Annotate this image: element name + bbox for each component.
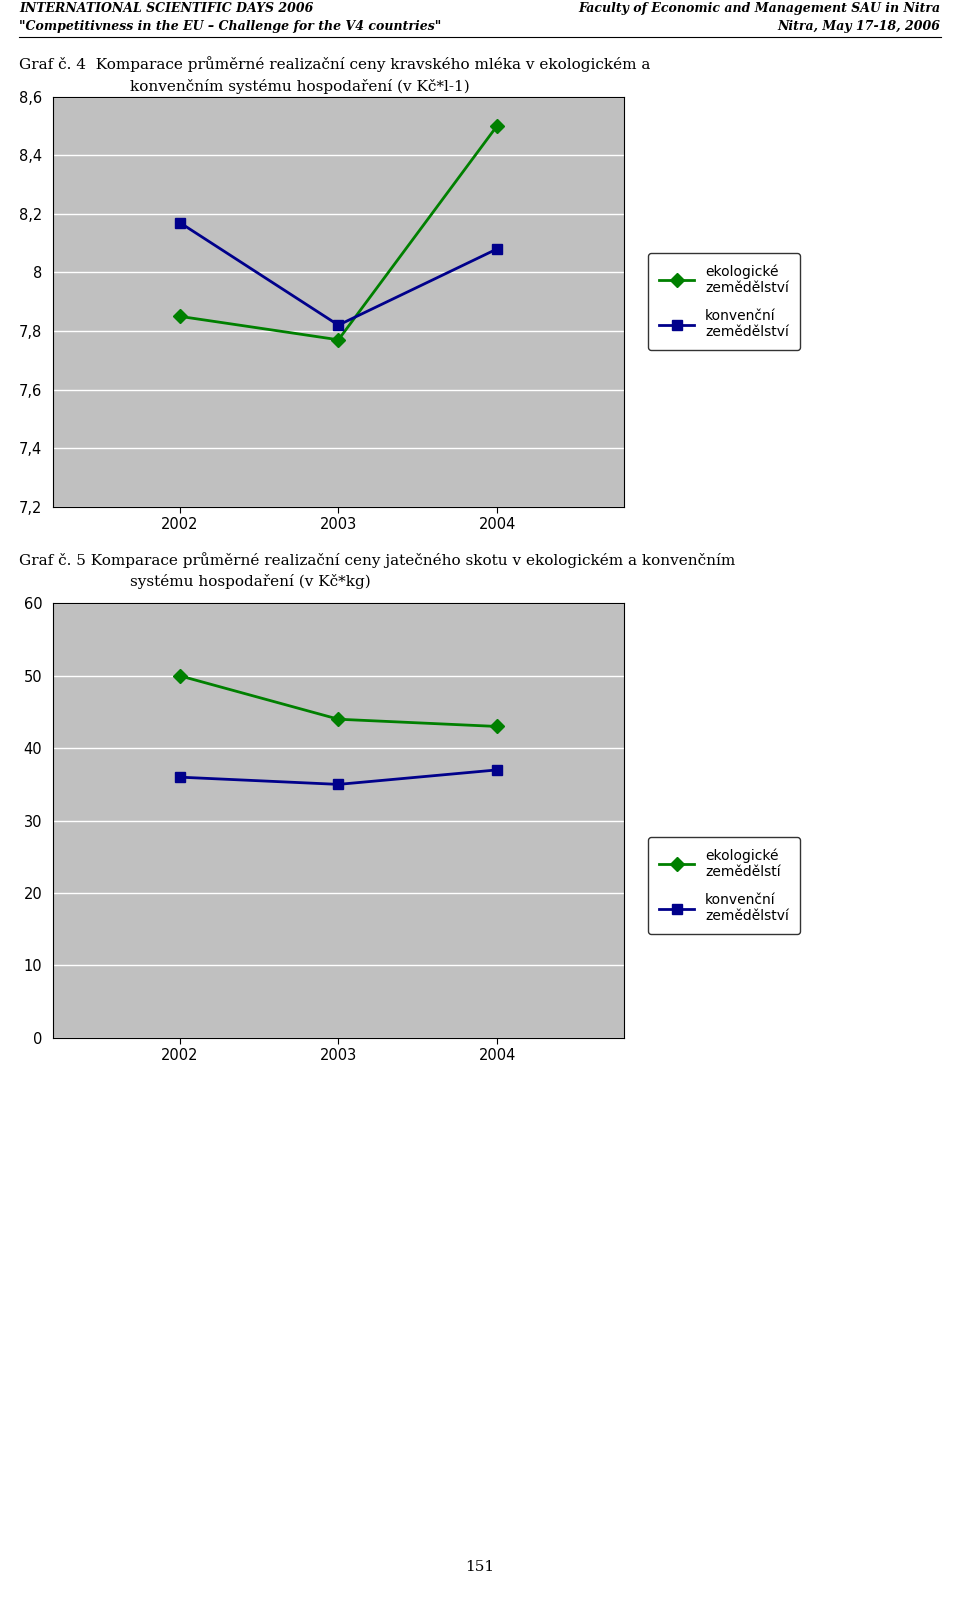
Text: konvenčním systému hospodaření (v Kč*l-1): konvenčním systému hospodaření (v Kč*l-1… bbox=[130, 79, 469, 93]
Legend: ekologické
zemědělstí, konvenční
zemědělství: ekologické zemědělstí, konvenční zeměděl… bbox=[648, 837, 800, 935]
Text: INTERNATIONAL SCIENTIFIC DAYS 2006: INTERNATIONAL SCIENTIFIC DAYS 2006 bbox=[19, 2, 314, 16]
Text: Graf č. 5 Komparace průměrné realizační ceny jatečného skotu v ekologickém a kon: Graf č. 5 Komparace průměrné realizační … bbox=[19, 552, 735, 568]
Text: Faculty of Economic and Management SAU in Nitra: Faculty of Economic and Management SAU i… bbox=[579, 2, 941, 16]
Text: "Competitivness in the EU – Challenge for the V4 countries": "Competitivness in the EU – Challenge fo… bbox=[19, 21, 442, 34]
Text: Graf č. 4  Komparace průměrné realizační ceny kravského mléka v ekologickém a: Graf č. 4 Komparace průměrné realizační … bbox=[19, 56, 651, 72]
Text: Nitra, May 17-18, 2006: Nitra, May 17-18, 2006 bbox=[778, 21, 941, 34]
Text: systému hospodaření (v Kč*kg): systému hospodaření (v Kč*kg) bbox=[130, 574, 371, 589]
Text: 151: 151 bbox=[466, 1559, 494, 1574]
Legend: ekologické
zemědělství, konvenční
zemědělství: ekologické zemědělství, konvenční zemědě… bbox=[648, 253, 800, 351]
